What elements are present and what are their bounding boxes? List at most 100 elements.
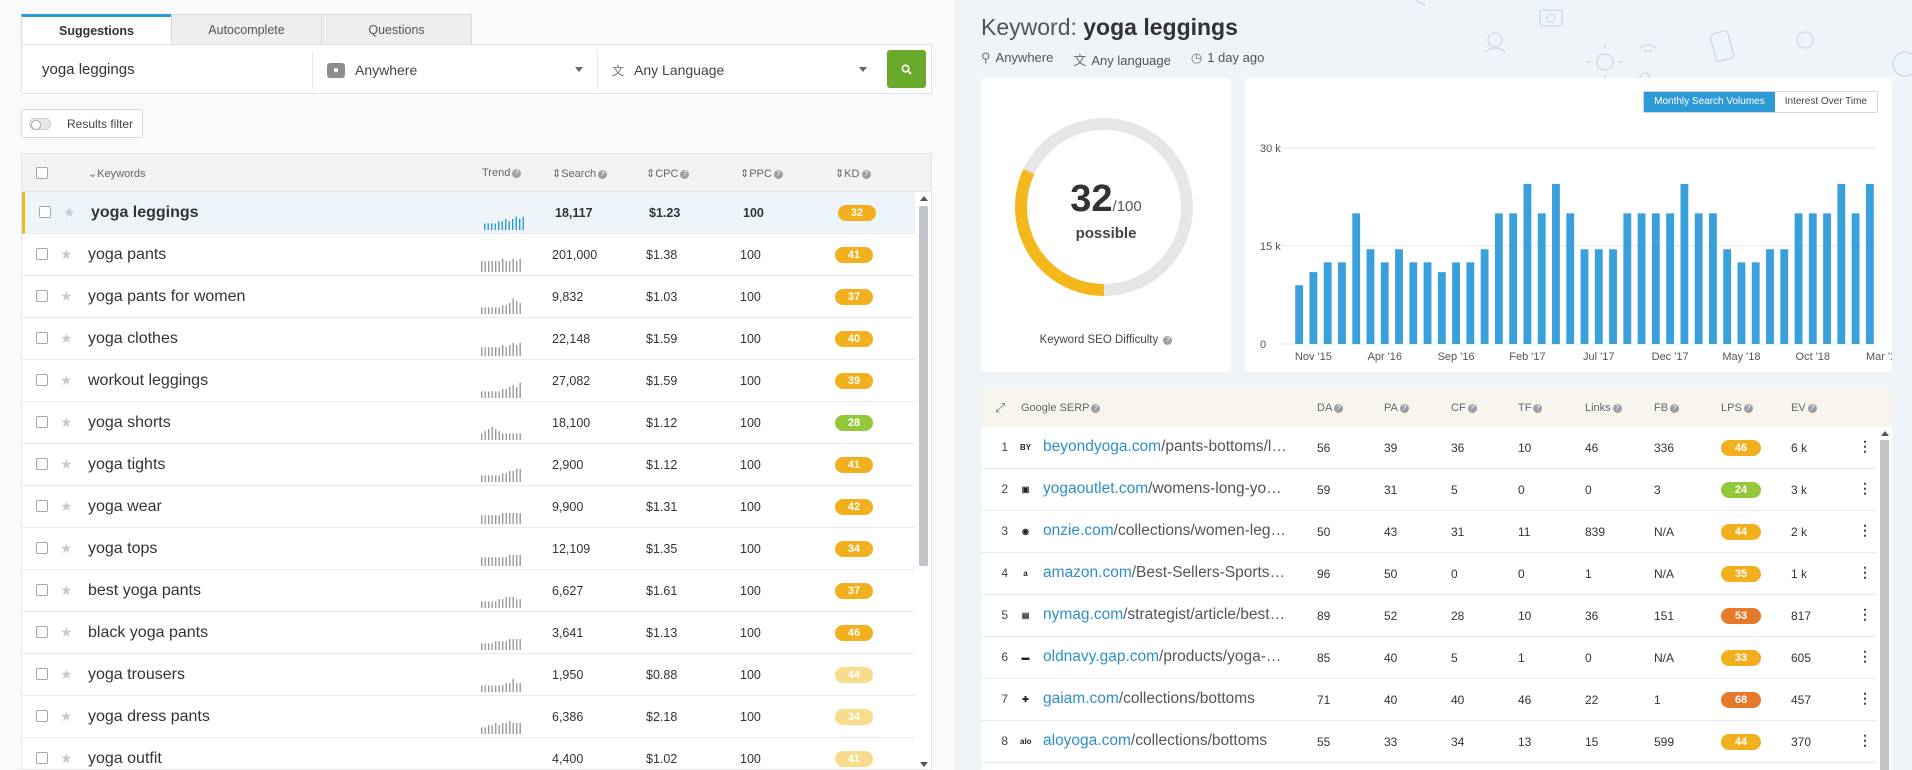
keyword-text[interactable]: yoga leggings xyxy=(91,204,199,221)
keyword-text[interactable]: yoga tights xyxy=(88,456,166,473)
table-row[interactable]: ★ yoga wear 9,900 $1.31 100 42 xyxy=(22,486,915,528)
keyword-text[interactable]: yoga outfit xyxy=(88,750,162,767)
table-row[interactable]: ★ yoga pants 201,000 $1.38 100 41 xyxy=(22,234,915,276)
keyword-text[interactable]: workout leggings xyxy=(88,372,209,389)
col-ev[interactable]: EV? xyxy=(1791,402,1817,414)
scroll-up-icon[interactable] xyxy=(1881,431,1889,436)
keyword-text[interactable]: yoga dress pants xyxy=(88,708,210,725)
row-checkbox[interactable] xyxy=(36,416,48,428)
serp-row[interactable]: 3 ◉ onzie.com/collections/women-leggings 50… xyxy=(981,511,1876,553)
result-url[interactable]: gaiam.com/collections/bottoms xyxy=(1043,690,1255,707)
table-row[interactable]: ★ yoga pants for women 9,832 $1.03 100 37 xyxy=(22,276,915,318)
more-options-icon[interactable]: ⋮ xyxy=(1858,438,1872,454)
table-row[interactable]: ★ yoga tops 12,109 $1.35 100 34 xyxy=(22,528,915,570)
result-url[interactable]: oldnavy.gap.com/products/yoga-pants xyxy=(1043,648,1288,665)
results-filter-toggle[interactable]: Results filter xyxy=(21,109,143,138)
table-row[interactable]: ★ black yoga pants 3,641 $1.13 100 46 xyxy=(22,612,915,654)
star-icon[interactable]: ★ xyxy=(60,624,73,640)
serp-row[interactable]: 6 ▬ oldnavy.gap.com/products/yoga-pants 85 4… xyxy=(981,637,1876,679)
col-keywords[interactable]: ⌄Keywords xyxy=(88,168,146,180)
more-options-icon[interactable]: ⋮ xyxy=(1858,606,1872,622)
col-links[interactable]: Links? xyxy=(1585,402,1622,414)
serp-row[interactable]: 8 alo aloyoga.com/collections/bottoms 55 33 3… xyxy=(981,721,1876,763)
row-checkbox[interactable] xyxy=(36,542,48,554)
result-url[interactable]: onzie.com/collections/women-leggings xyxy=(1043,522,1288,539)
select-all-checkbox[interactable] xyxy=(36,167,48,179)
row-checkbox[interactable] xyxy=(36,248,48,260)
col-pa[interactable]: PA? xyxy=(1384,402,1409,414)
scroll-down-icon[interactable] xyxy=(920,762,928,767)
serp-row[interactable]: 2 ▣ yogaoutlet.com/womens-long-yoga-pants 5… xyxy=(981,469,1876,511)
row-checkbox[interactable] xyxy=(36,584,48,596)
more-options-icon[interactable]: ⋮ xyxy=(1858,564,1872,580)
col-tf[interactable]: TF? xyxy=(1518,402,1543,414)
table-row[interactable]: ★ yoga leggings 18,117 $1.23 100 32 xyxy=(22,192,915,234)
scrollbar-thumb[interactable] xyxy=(1880,440,1889,770)
result-url[interactable]: beyondyoga.com/pants-bottoms/leggings xyxy=(1043,438,1288,455)
more-options-icon[interactable]: ⋮ xyxy=(1858,480,1872,496)
monthly-search-volumes-button[interactable]: Monthly Search Volumes xyxy=(1644,92,1775,112)
star-icon[interactable]: ★ xyxy=(60,246,73,262)
col-cpc[interactable]: ⇕CPC? xyxy=(646,167,690,180)
col-ppc[interactable]: ⇕PPC? xyxy=(740,167,783,180)
table-row[interactable]: ★ best yoga pants 6,627 $1.61 100 37 xyxy=(22,570,915,612)
keyword-text[interactable]: best yoga pants xyxy=(88,582,201,599)
row-checkbox[interactable] xyxy=(36,458,48,470)
row-checkbox[interactable] xyxy=(39,206,51,218)
toggle-switch[interactable] xyxy=(29,117,51,130)
more-options-icon[interactable]: ⋮ xyxy=(1858,648,1872,664)
row-checkbox[interactable] xyxy=(36,374,48,386)
result-url[interactable]: yogaoutlet.com/womens-long-yoga-pants xyxy=(1043,480,1288,497)
star-icon[interactable]: ★ xyxy=(63,204,76,220)
table-row[interactable]: ★ yoga outfit 4,400 $1.02 100 41 xyxy=(22,738,915,769)
star-icon[interactable]: ★ xyxy=(60,708,73,724)
star-icon[interactable]: ★ xyxy=(60,582,73,598)
scrollbar[interactable] xyxy=(1879,429,1890,770)
scrollbar-thumb[interactable] xyxy=(919,206,928,566)
keyword-text[interactable]: yoga pants xyxy=(88,246,167,263)
row-checkbox[interactable] xyxy=(36,626,48,638)
tab-questions[interactable]: Questions xyxy=(321,14,472,44)
keyword-text[interactable]: yoga shorts xyxy=(88,414,171,431)
more-options-icon[interactable]: ⋮ xyxy=(1858,690,1872,706)
scroll-up-icon[interactable] xyxy=(920,196,928,201)
serp-row[interactable]: 4 a amazon.com/Best-Sellers-Sports-Yoga 96 5… xyxy=(981,553,1876,595)
table-row[interactable]: ★ yoga shorts 18,100 $1.12 100 28 xyxy=(22,402,915,444)
star-icon[interactable]: ★ xyxy=(60,666,73,682)
row-checkbox[interactable] xyxy=(36,668,48,680)
more-options-icon[interactable]: ⋮ xyxy=(1858,732,1872,748)
result-url[interactable]: amazon.com/Best-Sellers-Sports-Yoga xyxy=(1043,564,1288,581)
col-fb[interactable]: FB? xyxy=(1654,402,1680,414)
location-select[interactable]: ● Anywhere xyxy=(327,45,597,95)
tab-autocomplete[interactable]: Autocomplete xyxy=(171,14,322,44)
table-row[interactable]: ★ yoga dress pants 6,386 $2.18 100 34 xyxy=(22,696,915,738)
star-icon[interactable]: ★ xyxy=(60,540,73,556)
row-checkbox[interactable] xyxy=(36,710,48,722)
col-kd[interactable]: ⇕KD? xyxy=(835,167,871,180)
star-icon[interactable]: ★ xyxy=(60,330,73,346)
serp-row[interactable]: 7 ✚ gaiam.com/collections/bottoms 71 40 40 46 2… xyxy=(981,679,1876,721)
star-icon[interactable]: ★ xyxy=(60,456,73,472)
table-row[interactable]: ★ workout leggings 27,082 $1.59 100 39 xyxy=(22,360,915,402)
row-checkbox[interactable] xyxy=(36,500,48,512)
row-checkbox[interactable] xyxy=(36,752,48,764)
col-search[interactable]: ⇕Search? xyxy=(552,167,608,180)
serp-row[interactable]: 5 ▤ nymag.com/strategist/article/best-yoga… xyxy=(981,595,1876,637)
star-icon[interactable]: ★ xyxy=(60,288,73,304)
keyword-text[interactable]: black yoga pants xyxy=(88,624,209,641)
row-checkbox[interactable] xyxy=(36,290,48,302)
expand-icon[interactable]: ⤢ xyxy=(995,400,1006,415)
serp-row[interactable]: 1 BY beyondyoga.com/pants-bottoms/leggings… xyxy=(981,427,1876,469)
col-lps[interactable]: LPS? xyxy=(1721,402,1753,414)
keyword-text[interactable]: yoga clothes xyxy=(88,330,178,347)
star-icon[interactable]: ★ xyxy=(60,414,73,430)
table-row[interactable]: ★ yoga tights 2,900 $1.12 100 41 xyxy=(22,444,915,486)
keyword-text[interactable]: yoga trousers xyxy=(88,666,185,683)
star-icon[interactable]: ★ xyxy=(60,750,73,766)
keyword-text[interactable]: yoga wear xyxy=(88,498,162,515)
keyword-text[interactable]: yoga pants for women xyxy=(88,288,246,305)
language-select[interactable]: 文 Any Language xyxy=(612,45,872,95)
result-url[interactable]: nymag.com/strategist/article/best-yoga xyxy=(1043,606,1288,623)
table-row[interactable]: ★ yoga clothes 22,148 $1.59 100 40 xyxy=(22,318,915,360)
star-icon[interactable]: ★ xyxy=(60,498,73,514)
